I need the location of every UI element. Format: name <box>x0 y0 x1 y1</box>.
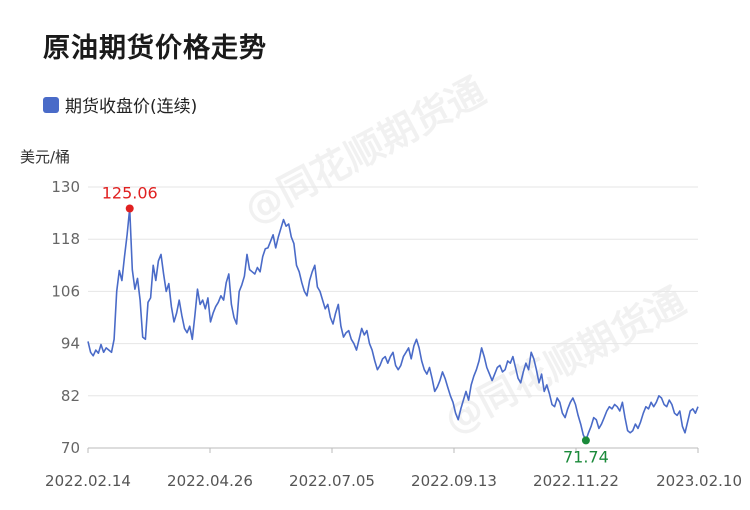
y-tick-label: 106 <box>51 282 80 300</box>
extreme-markers: 125.06 71.74 <box>102 183 609 466</box>
x-tick-label: 2022.02.14 <box>45 472 131 490</box>
gridlines <box>88 186 698 449</box>
x-tick-labels: 2022.02.14 2022.04.26 2022.07.05 2022.09.13… <box>45 448 742 490</box>
max-value-label: 125.06 <box>102 183 158 202</box>
legend[interactable]: 期货收盘价(连续) <box>43 92 197 117</box>
legend-label: 期货收盘价(连续) <box>65 97 198 117</box>
y-tick-label: 82 <box>61 387 80 405</box>
y-tick-label: 94 <box>61 335 80 353</box>
chart-title: 原油期货价格走势 <box>43 33 267 64</box>
min-value-label: 71.74 <box>563 447 609 466</box>
x-tick-label: 2022.09.13 <box>411 472 497 490</box>
y-tick-labels: 130 118 106 94 82 70 <box>51 178 80 457</box>
min-point-marker <box>581 436 590 445</box>
x-tick-label: 2022.07.05 <box>289 472 375 490</box>
x-tick-label: 2022.04.26 <box>167 472 253 490</box>
y-tick-label: 130 <box>51 178 80 196</box>
x-tick-label: 2023.02.10 <box>656 472 742 490</box>
legend-swatch <box>43 96 59 113</box>
y-axis-unit-label: 美元/桶 <box>20 148 71 166</box>
y-tick-label: 70 <box>61 439 80 457</box>
max-point-marker <box>125 204 134 213</box>
x-tick-label: 2022.11.22 <box>533 472 619 490</box>
y-tick-label: 118 <box>51 230 80 248</box>
series-line-close-price <box>87 207 699 442</box>
